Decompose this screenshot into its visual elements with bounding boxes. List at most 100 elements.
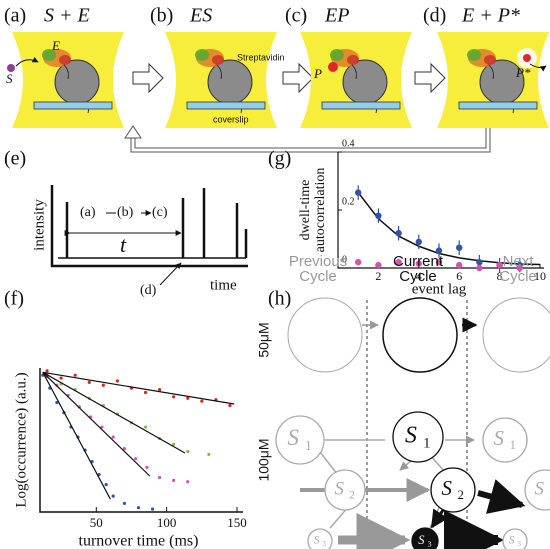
x-tick-label: 100 xyxy=(157,515,177,530)
panel-label: (d) xyxy=(423,5,446,27)
fit-line xyxy=(42,372,111,500)
x-axis-label: turnover time (ms) xyxy=(79,533,199,549)
product-dot xyxy=(328,62,338,72)
step-label: (a) xyxy=(80,205,96,220)
point xyxy=(115,379,119,383)
y-tick-label: 0.4 xyxy=(342,138,355,149)
panel-label: (c) xyxy=(285,5,307,27)
point xyxy=(186,396,190,400)
point xyxy=(476,259,483,266)
point xyxy=(55,400,59,405)
state-name: S xyxy=(287,425,299,450)
point xyxy=(172,395,176,399)
point xyxy=(186,480,190,484)
state-name: S xyxy=(418,533,424,547)
panel-label: (e) xyxy=(4,148,26,170)
cycle-arrow xyxy=(124,125,491,153)
release-label: (d) xyxy=(140,283,157,298)
x-tick-label: 8 xyxy=(497,269,503,283)
fit-curve xyxy=(357,192,541,266)
point xyxy=(45,369,49,373)
point xyxy=(145,465,149,469)
state-index: 2 xyxy=(458,488,464,502)
step-label: (c) xyxy=(152,205,168,220)
panel-e xyxy=(50,185,248,286)
point xyxy=(111,435,115,439)
point xyxy=(395,230,402,237)
panel-h xyxy=(300,300,526,549)
point xyxy=(158,388,162,392)
point xyxy=(158,475,162,480)
y-tick-label: 0 xyxy=(342,254,347,265)
row-label: 50μM xyxy=(256,322,272,357)
point xyxy=(355,189,362,196)
cycle-node xyxy=(382,297,458,373)
point xyxy=(435,247,443,254)
point xyxy=(143,390,148,395)
state-index: 3 xyxy=(518,541,522,548)
point xyxy=(456,244,463,251)
state-name: S xyxy=(442,476,453,500)
panel-label: (h) xyxy=(268,288,291,310)
step-arrow xyxy=(414,62,446,94)
y-axis-label: Log(occurrence) (a.u.) xyxy=(13,372,29,507)
panel-title: ES xyxy=(189,5,212,27)
panel-label: (g) xyxy=(268,148,291,170)
state-node xyxy=(482,417,528,463)
state-node xyxy=(324,469,366,511)
panel-title: EP xyxy=(324,5,349,27)
state-name: S xyxy=(335,478,345,499)
substrate-label: S xyxy=(6,71,13,86)
cycle-label: Cycle xyxy=(499,268,537,285)
panel-c: (c) EP P xyxy=(285,5,413,129)
point xyxy=(59,376,63,380)
point xyxy=(435,259,443,266)
state-index: 1 xyxy=(510,438,516,452)
panel-title: S + E xyxy=(44,5,90,27)
enzyme-label: E xyxy=(51,38,60,53)
state-index: 2 xyxy=(349,489,355,501)
panel-label: (b) xyxy=(150,5,173,27)
y-axis-label: intensity xyxy=(31,199,47,251)
product-label: P xyxy=(313,66,322,81)
state-node xyxy=(411,527,439,549)
step-arrow xyxy=(282,62,314,94)
point xyxy=(100,425,104,429)
point xyxy=(73,373,77,377)
x-axis-label: time xyxy=(210,277,237,293)
point xyxy=(375,212,382,219)
state-node xyxy=(392,411,444,463)
point xyxy=(150,507,155,511)
substrate-dot xyxy=(7,64,15,72)
x-tick-label: 6 xyxy=(456,269,462,283)
coverslip-label: coverslip xyxy=(213,114,249,124)
streptavidin-label: Streptavidin xyxy=(237,52,285,62)
point xyxy=(207,452,211,456)
point xyxy=(516,264,523,272)
point xyxy=(476,264,483,272)
cycle-label: Cycle xyxy=(299,268,337,285)
cycle-node xyxy=(482,297,550,373)
point xyxy=(136,506,141,510)
panel-a: (a) S + E E S xyxy=(4,5,125,129)
point xyxy=(122,447,127,451)
state-index: 1 xyxy=(423,435,430,451)
state-node xyxy=(430,467,476,513)
x-tick-label: 10 xyxy=(534,269,546,283)
panel-d: (d) E + P* P* xyxy=(423,5,550,129)
point xyxy=(200,399,204,403)
point xyxy=(172,442,176,446)
interval-label: t xyxy=(120,232,127,257)
x-tick-label: 50 xyxy=(90,515,103,530)
panel-title: E + P* xyxy=(461,5,520,27)
point xyxy=(375,261,382,269)
cycle-label: Cycle xyxy=(399,268,437,285)
state-name: S xyxy=(405,422,417,448)
point xyxy=(143,425,148,429)
step-label: (b) xyxy=(117,205,134,220)
point xyxy=(172,478,176,482)
state-name: S xyxy=(509,535,515,547)
state-node xyxy=(524,469,550,511)
state-name: S xyxy=(494,426,505,450)
